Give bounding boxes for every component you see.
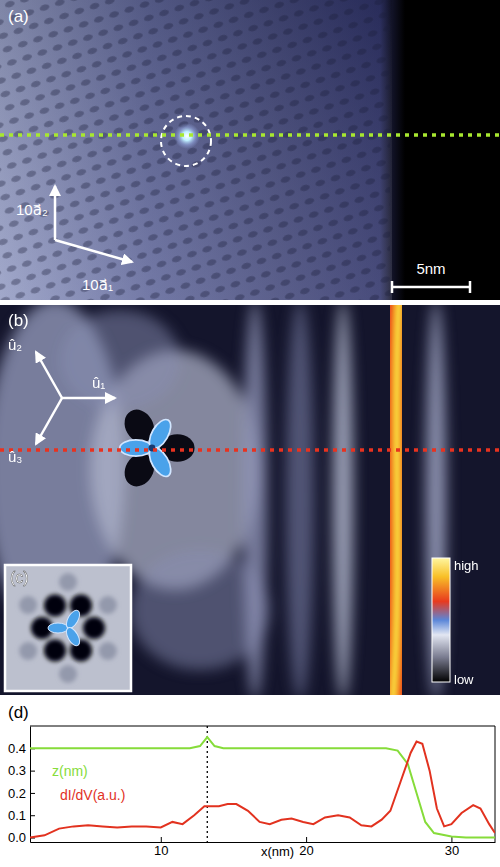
x-tick-label: 30 <box>445 843 459 858</box>
scale-bar-end <box>469 281 472 293</box>
inset-c <box>19 573 117 683</box>
y-tick: 0.1 <box>8 808 35 823</box>
stm-background <box>0 0 500 300</box>
vector-u <box>36 398 62 444</box>
clover-lobe <box>145 416 175 452</box>
panel-d: (d) 10 20 30 0.0 0.1 0.2 0.3 0.4 x(nm) z(nm) dI/dV(… <box>8 703 496 859</box>
inset-ring <box>19 642 37 660</box>
y-tick-mark <box>30 771 35 772</box>
x-tick: 20 <box>299 837 313 858</box>
x-tick-mark <box>451 837 452 842</box>
inset-ring <box>59 665 77 683</box>
step-edge-state <box>393 305 399 695</box>
y-tick: 0.3 <box>8 763 35 778</box>
stm-shading <box>0 0 392 300</box>
vector-label: 10a⃗₂ <box>16 201 48 218</box>
ldos-feature <box>243 305 267 695</box>
y-tick-mark <box>30 793 35 794</box>
y-tick-label: 0.3 <box>8 763 26 778</box>
step-edge-state <box>393 305 399 695</box>
inset-node <box>44 640 66 662</box>
step-edge-state <box>393 305 399 695</box>
x-axis-title: x(nm) <box>261 844 294 859</box>
series-line <box>30 742 495 838</box>
vector-a2 <box>54 186 57 240</box>
y-tick-label: 0.1 <box>8 808 26 823</box>
ldos-features <box>0 305 446 695</box>
figure: 10a⃗₂ 10a⃗₁ (a) 5nm û₁ û₂ û₃ (b) high low (c) (d) 10… <box>0 0 500 867</box>
panel-label: (c) <box>10 569 29 586</box>
vector-label: û₁ <box>92 374 105 391</box>
y-tick-mark <box>30 815 35 816</box>
line-cut-b <box>0 448 500 452</box>
colorbar-label: low <box>454 672 474 687</box>
y-axis: 0.0 0.1 0.2 0.3 0.4 <box>8 727 35 846</box>
y-tick: 0.2 <box>8 786 35 801</box>
dashed-circle <box>161 116 211 166</box>
vector-label: û₂ <box>8 336 22 353</box>
scale-bar-label: 5nm <box>416 260 445 277</box>
panel-a: 10a⃗₂ 10a⃗₁ (a) 5nm <box>0 0 500 300</box>
inset-c-frame <box>5 565 131 691</box>
clover-lobe <box>48 623 68 633</box>
panel-label: (b) <box>8 311 29 330</box>
ldos-feature <box>60 310 180 410</box>
vector-label: û₃ <box>8 448 22 465</box>
step-edge-state <box>393 305 399 695</box>
panel-label: (d) <box>8 703 29 722</box>
step-edge-state <box>393 305 399 695</box>
clover-b <box>119 404 195 491</box>
inset-ring <box>99 596 117 614</box>
y-tick-label: 0.4 <box>8 741 26 756</box>
plot-frame <box>30 726 495 842</box>
x-tick-label: 10 <box>154 843 168 858</box>
adatom <box>174 123 200 149</box>
clover <box>119 404 195 491</box>
x-axis: 10 20 30 <box>31 837 496 858</box>
clover-lobe <box>120 440 152 456</box>
inset-node <box>44 594 66 616</box>
series-label: dI/dV(a.u.) <box>60 787 125 803</box>
inset-clover <box>48 608 82 648</box>
series-label: z(nm) <box>52 763 88 779</box>
colorbar-label: high <box>454 558 479 573</box>
series-line <box>30 737 495 837</box>
scale-bar-end <box>391 281 394 293</box>
x-tick-mark <box>306 837 307 842</box>
ldos-feature <box>286 305 314 695</box>
ldos-feature <box>333 305 353 695</box>
plot-data <box>30 726 495 842</box>
inset-ring <box>19 596 37 614</box>
y-tick-label: 0.2 <box>8 786 26 801</box>
scale-bar <box>392 286 470 289</box>
x-tick: 10 <box>154 837 168 858</box>
inset-ring <box>99 642 117 660</box>
clover-lobe <box>145 444 175 480</box>
marker-line <box>207 726 208 842</box>
inset-node <box>83 617 105 639</box>
vector-label: 10a⃗₁ <box>82 276 113 293</box>
axis-line <box>30 727 31 843</box>
clover-lobe <box>64 608 83 630</box>
x-tick-label: 20 <box>299 843 313 858</box>
atomic-lattice <box>0 0 390 300</box>
x-tick-mark <box>161 837 162 842</box>
inset-ring <box>59 573 77 591</box>
x-tick: 30 <box>445 837 459 858</box>
panel-label: (a) <box>8 7 29 26</box>
line-cut-a <box>0 133 500 137</box>
colorbar <box>432 558 450 682</box>
axis-line <box>31 842 496 843</box>
clover-lobe <box>64 626 83 648</box>
vector-u <box>62 397 115 400</box>
vector-u <box>36 352 62 398</box>
y-tick-label: 0.0 <box>8 830 26 845</box>
inset-c-pattern <box>19 573 117 683</box>
vector-a1 <box>55 240 132 262</box>
panel-b: û₁ û₂ û₃ (b) high low (c) <box>0 305 500 695</box>
